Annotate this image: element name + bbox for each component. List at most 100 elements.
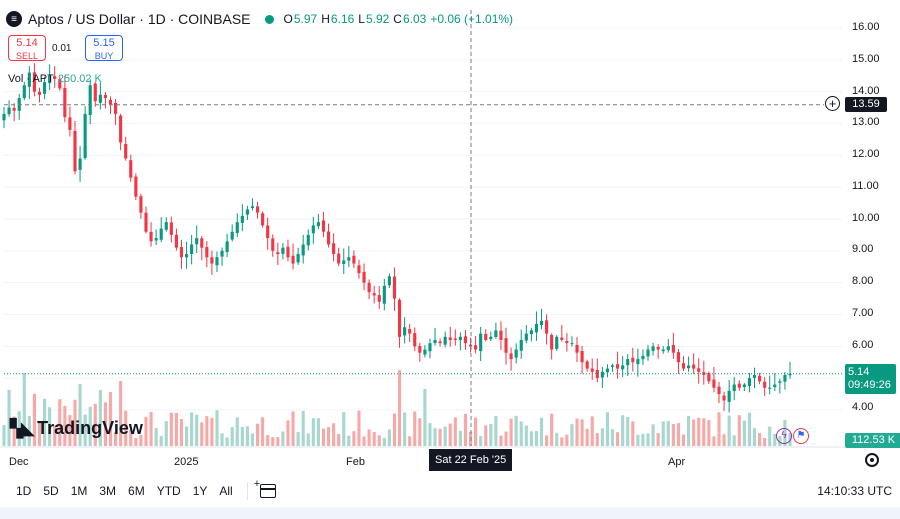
volume-bar bbox=[119, 381, 123, 446]
timeframe-1y[interactable]: 1Y bbox=[192, 484, 208, 498]
volume-bar bbox=[347, 435, 351, 446]
timeframe-1d[interactable]: 1D bbox=[16, 484, 32, 498]
candle-body bbox=[22, 85, 26, 99]
sell-button[interactable]: 5.14 SELL bbox=[8, 35, 46, 61]
volume-bar bbox=[230, 427, 234, 446]
timeframe-6m[interactable]: 6M bbox=[128, 484, 145, 498]
candle-body bbox=[119, 115, 123, 143]
candle-body bbox=[504, 338, 508, 353]
volume-bar bbox=[73, 399, 77, 446]
candle-body bbox=[392, 276, 397, 299]
chart-events[interactable]: ϟ ⚑ bbox=[776, 428, 809, 444]
timeframe-5d[interactable]: 5D bbox=[43, 484, 59, 498]
candle-body bbox=[103, 94, 107, 99]
candle-body bbox=[666, 346, 670, 351]
volume-bar bbox=[37, 422, 42, 446]
candle-body bbox=[489, 336, 493, 340]
candle-body bbox=[626, 359, 630, 366]
timeframe-ytd[interactable]: YTD bbox=[156, 484, 181, 498]
toolbar-divider bbox=[246, 482, 248, 500]
candle-body bbox=[397, 299, 402, 337]
volume-bar bbox=[387, 429, 391, 446]
candle-body bbox=[747, 378, 752, 386]
volume-bar bbox=[600, 428, 604, 446]
candle-body bbox=[758, 375, 762, 382]
last-price-value: 5.14 bbox=[848, 366, 870, 378]
volume-bar bbox=[261, 417, 265, 446]
volume-bar bbox=[195, 414, 199, 446]
volume-bar bbox=[2, 425, 6, 446]
volume-bar bbox=[702, 418, 706, 446]
candle-body bbox=[7, 107, 11, 115]
volume-bar bbox=[687, 415, 691, 446]
settings-gear-icon[interactable] bbox=[865, 453, 879, 467]
candle-body bbox=[524, 333, 528, 341]
tradingview-logo[interactable]: ▚◣ TradingView bbox=[10, 418, 143, 439]
tradingview-logo-text: TradingView bbox=[37, 418, 143, 438]
timeframe-1m[interactable]: 1M bbox=[70, 484, 88, 498]
candle-body bbox=[752, 374, 757, 378]
ohlc-high-value: 6.16 bbox=[330, 12, 355, 26]
volume-bar bbox=[641, 433, 645, 446]
volume-bar bbox=[332, 423, 336, 446]
chart-header: ≡ Aptos / US Dollar · 1D · COINBASE O 5.9… bbox=[6, 8, 513, 30]
timeframe-all[interactable]: All bbox=[219, 484, 233, 498]
buy-label: BUY bbox=[94, 51, 114, 61]
candle-body bbox=[676, 352, 681, 363]
symbol-title[interactable]: Aptos / US Dollar · 1D · COINBASE bbox=[28, 11, 251, 27]
timeframe-3m[interactable]: 3M bbox=[99, 484, 117, 498]
volume-bar bbox=[423, 388, 427, 446]
volume-bar bbox=[616, 432, 620, 446]
candle-body bbox=[616, 364, 620, 369]
candle-body bbox=[545, 320, 549, 334]
candle-body bbox=[463, 336, 468, 344]
crosshair-date-tag: Sat 22 Feb '25 bbox=[429, 449, 513, 471]
volume-bar bbox=[210, 417, 214, 446]
volume-bar bbox=[610, 429, 615, 446]
volume-bar bbox=[58, 399, 62, 446]
volume-bar bbox=[413, 411, 417, 446]
time-label: Dec bbox=[9, 456, 29, 468]
ohlc-close-value: 6.03 bbox=[402, 12, 427, 26]
us-flag-event-icon[interactable]: ⚑ bbox=[793, 428, 809, 444]
candle-body bbox=[453, 338, 457, 340]
volume-bar bbox=[367, 429, 371, 446]
candle-body bbox=[154, 238, 158, 241]
volume-bar bbox=[651, 424, 655, 446]
ohlc-change: +0.06 (+1.01%) bbox=[430, 12, 514, 26]
candle-body bbox=[245, 209, 249, 215]
candle-body bbox=[225, 241, 229, 252]
volume-legend[interactable]: Vol · APT 250.02 K bbox=[8, 73, 102, 85]
market-status-icon[interactable] bbox=[264, 14, 274, 24]
volume-bar bbox=[326, 427, 331, 446]
candle-body bbox=[433, 339, 437, 344]
volume-bar bbox=[463, 413, 468, 446]
candle-body bbox=[129, 160, 133, 178]
candle-body bbox=[570, 343, 574, 345]
candle-body bbox=[190, 244, 194, 255]
candle-body bbox=[712, 379, 716, 388]
volume-bar bbox=[722, 434, 726, 446]
candle-body bbox=[58, 79, 62, 89]
candle-body bbox=[63, 87, 67, 118]
candle-body bbox=[661, 349, 665, 352]
lightning-event-icon[interactable]: ϟ bbox=[776, 428, 792, 444]
volume-bar bbox=[529, 431, 533, 446]
volume-bar bbox=[68, 415, 72, 446]
candle-body bbox=[276, 252, 280, 255]
utc-clock[interactable]: 14:10:33 UTC bbox=[817, 484, 892, 498]
volume-bar bbox=[53, 425, 57, 446]
volume-bar bbox=[311, 418, 315, 446]
add-alert-icon[interactable]: + bbox=[825, 96, 840, 111]
buy-button[interactable]: 5.15 BUY bbox=[85, 35, 123, 61]
buy-price: 5.15 bbox=[93, 37, 115, 49]
volume-bar bbox=[509, 418, 513, 446]
candle-body bbox=[707, 373, 711, 382]
candles bbox=[2, 63, 792, 413]
volume-bar bbox=[539, 417, 544, 446]
volume-bar bbox=[605, 412, 610, 446]
goto-date-calendar-icon[interactable] bbox=[254, 478, 276, 498]
volume-bar bbox=[357, 410, 361, 446]
price-tick: 14.00 bbox=[852, 85, 880, 97]
